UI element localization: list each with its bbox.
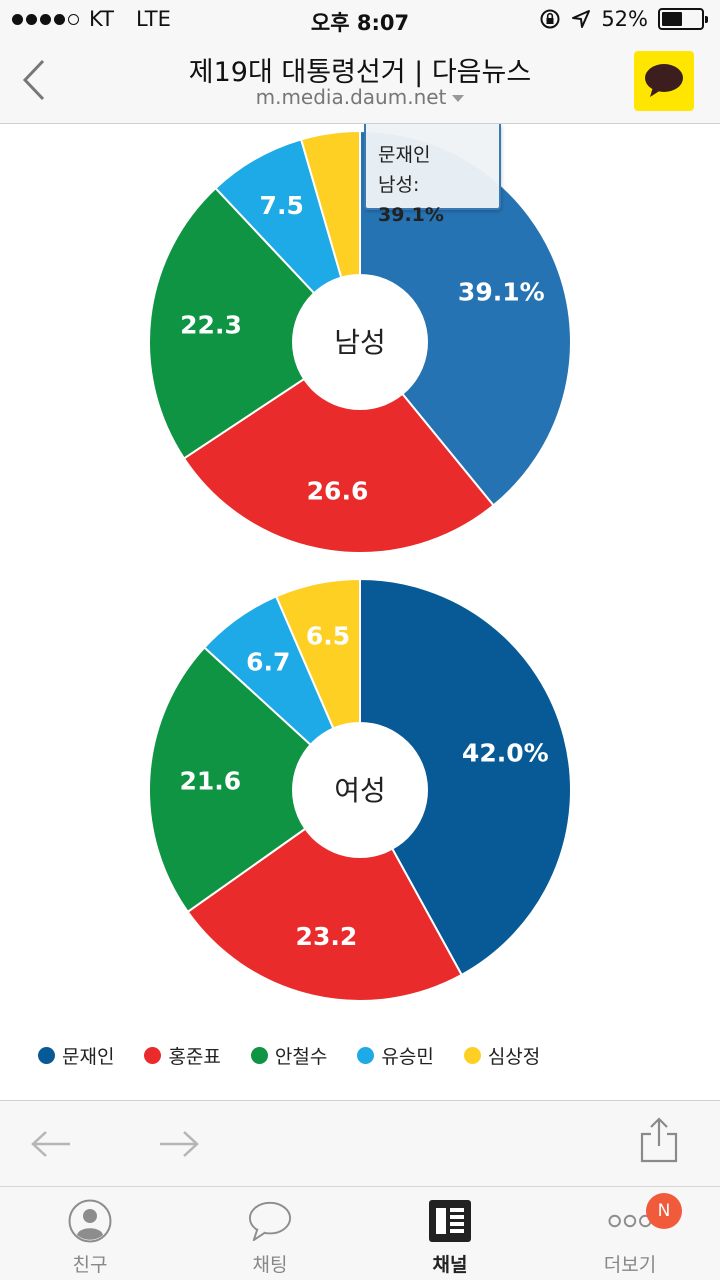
browser-forward-button[interactable] [156,1121,202,1167]
status-right: 52% [539,7,708,31]
kakaotalk-icon [645,64,683,97]
tab-more[interactable]: N 더보기 [540,1187,720,1280]
share-icon [640,1117,678,1163]
url-label[interactable]: m.media.daum.net [0,85,720,109]
orientation-lock-icon [540,9,560,29]
chat-bubble-icon [248,1199,292,1243]
legend-dot [38,1047,55,1064]
chevron-left-icon [22,59,45,101]
tab-channel[interactable]: 채널 [360,1187,540,1280]
pie-slice[interactable] [182,340,495,554]
chart-tooltip: 문재인 남성: 39.1% [364,124,501,226]
channel-icon [428,1199,472,1243]
tab-label: 채널 [432,1254,468,1276]
battery-icon [658,8,708,30]
browser-toolbar [0,1100,720,1186]
slice-label: 22.3 [180,311,242,340]
navigation-bar: 제19대 대통령선거 | 다음뉴스 m.media.daum.net [0,40,720,124]
tooltip-value-line: 남성: 39.1% [378,170,487,230]
chart-area: 39.1% 26.6 22.3 7.5 남성 42.0% 23.2 21.6 6.7 6.5 여성 … [0,124,720,1100]
legend-label: 안철수 [274,1046,328,1068]
legend-dot [463,1047,481,1064]
chart-legend: 문재인 홍준표 안철수 유승민 심상정 [38,1042,570,1069]
pie-charts: 39.1% 26.6 22.3 7.5 남성 42.0% 23.2 21.6 6.7 6.5 여성 [147,129,572,1003]
tab-friends[interactable]: 친구 [0,1187,180,1280]
url-text: m.media.daum.net [255,85,447,109]
tooltip-value: 39.1% [378,204,444,226]
location-icon [572,10,591,28]
battery-percent: 52% [601,7,648,31]
tooltip-label: 남성: [378,174,420,196]
pie-slice[interactable] [186,788,464,1003]
legend-item[interactable]: 문재인 [38,1042,114,1069]
slice-label: 26.6 [307,476,369,505]
legend-item[interactable]: 안철수 [250,1042,328,1069]
slice-label: 21.6 [179,767,241,796]
arrow-right-icon [160,1131,199,1157]
caret-down-icon [452,95,465,102]
donut-hole [292,274,428,410]
signal-icon [12,13,79,25]
arrow-left-icon [31,1131,70,1157]
tooltip-name: 문재인 [378,144,431,166]
tab-bar: 친구 채팅 채널 [0,1186,720,1280]
chart-center-label: 남성 [334,326,386,359]
legend-label: 홍준표 [168,1046,221,1068]
legend-item[interactable]: 홍준표 [144,1042,221,1069]
clock: 오후 8:07 [310,11,410,35]
kakaotalk-share-button[interactable] [634,51,694,111]
pie-slice[interactable] [359,577,572,977]
tab-label: 채팅 [252,1254,288,1276]
tab-chats[interactable]: 채팅 [180,1187,360,1280]
battery-level [662,12,682,26]
legend-label: 심상정 [487,1046,541,1068]
legend-dot [357,1047,375,1064]
slice-label: 42.0% [462,739,549,768]
slice-label: 6.7 [246,647,290,676]
donut-hole [292,722,428,858]
more-icon [608,1199,652,1243]
carrier-label: KT [89,7,114,31]
browser-share-button[interactable] [636,1117,682,1163]
legend-item[interactable]: 심상정 [463,1042,541,1069]
status-left: KT LTE [12,7,171,31]
slice-label: 39.1% [458,278,545,307]
legend-label: 유승민 [381,1046,434,1068]
tab-label: 친구 [72,1254,108,1276]
legend-dot [144,1047,162,1064]
slice-label: 23.2 [296,922,358,951]
legend-label: 문재인 [62,1046,115,1068]
chart-center-label: 여성 [334,774,386,807]
slice-label: 6.5 [306,621,350,650]
person-icon [68,1199,112,1243]
legend-item[interactable]: 유승민 [357,1042,434,1069]
notification-badge: N [646,1193,682,1229]
network-label: LTE [135,7,171,31]
back-button[interactable] [14,54,54,106]
status-bar: KT LTE 오후 8:07 52% [0,0,720,40]
pie-slice[interactable] [148,186,362,460]
page-title: 제19대 대통령선거 | 다음뉴스 [188,57,532,88]
tab-label: 더보기 [603,1254,657,1276]
browser-back-button[interactable] [28,1121,74,1167]
legend-dot [250,1047,268,1064]
slice-label: 7.5 [260,191,304,220]
pie-slice[interactable] [147,646,362,914]
